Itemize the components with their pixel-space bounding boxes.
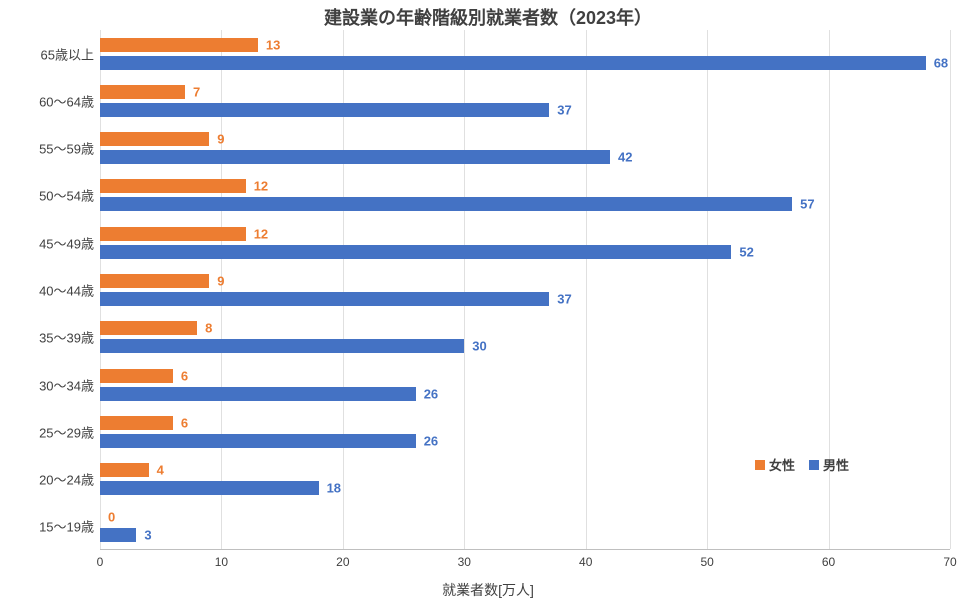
x-tick-label: 0	[97, 555, 104, 569]
y-tick-label: 25～29歳	[39, 422, 94, 441]
bar-value-label: 4	[157, 463, 164, 478]
bar-value-label: 18	[327, 481, 341, 496]
bar-value-label: 13	[266, 37, 280, 52]
gridline	[586, 30, 587, 549]
bar-女性	[100, 227, 246, 241]
bar-value-label: 37	[557, 102, 571, 117]
x-tick-label: 60	[822, 555, 835, 569]
bar-男性	[100, 434, 416, 448]
x-tick-label: 10	[215, 555, 228, 569]
bar-男性	[100, 292, 549, 306]
bar-男性	[100, 339, 464, 353]
legend-label: 女性	[769, 455, 795, 474]
bar-男性	[100, 197, 792, 211]
bar-男性	[100, 387, 416, 401]
bar-value-label: 37	[557, 292, 571, 307]
bar-value-label: 68	[934, 55, 948, 70]
bar-value-label: 9	[217, 132, 224, 147]
y-tick-label: 15～19歳	[39, 517, 94, 536]
bar-value-label: 26	[424, 433, 438, 448]
bar-女性	[100, 85, 185, 99]
bar-value-label: 52	[739, 244, 753, 259]
legend-swatch	[755, 460, 765, 470]
y-tick-label: 50～54歳	[39, 186, 94, 205]
bar-value-label: 26	[424, 386, 438, 401]
y-tick-label: 30～34歳	[39, 375, 94, 394]
gridline	[950, 30, 951, 549]
x-tick-label: 30	[458, 555, 471, 569]
bar-女性	[100, 38, 258, 52]
legend-swatch	[809, 460, 819, 470]
bar-男性	[100, 150, 610, 164]
bar-男性	[100, 103, 549, 117]
x-tick-label: 40	[579, 555, 592, 569]
legend-label: 男性	[823, 455, 849, 474]
bar-value-label: 6	[181, 368, 188, 383]
bar-男性	[100, 56, 926, 70]
bar-男性	[100, 245, 731, 259]
bar-value-label: 7	[193, 84, 200, 99]
x-tick-label: 50	[700, 555, 713, 569]
bar-value-label: 57	[800, 197, 814, 212]
bar-value-label: 8	[205, 321, 212, 336]
bar-女性	[100, 463, 149, 477]
y-tick-label: 55～59歳	[39, 139, 94, 158]
y-tick-label: 65歳以上	[41, 44, 94, 63]
bar-女性	[100, 321, 197, 335]
legend-item: 男性	[809, 455, 849, 474]
bar-value-label: 12	[254, 179, 268, 194]
x-axis-label: 就業者数[万人]	[0, 580, 976, 600]
bar-男性	[100, 481, 319, 495]
bar-女性	[100, 179, 246, 193]
y-tick-label: 40～44歳	[39, 281, 94, 300]
bar-男性	[100, 528, 136, 542]
bar-value-label: 6	[181, 415, 188, 430]
bar-女性	[100, 416, 173, 430]
legend-item: 女性	[755, 455, 795, 474]
chart-container: 建設業の年齢階級別就業者数（2023年） 0 3 4 18 6 26 6 26 8 30 9 37 12…	[0, 0, 976, 616]
bar-value-label: 30	[472, 339, 486, 354]
bar-value-label: 0	[108, 510, 115, 525]
x-tick-label: 20	[336, 555, 349, 569]
bar-value-label: 3	[144, 528, 151, 543]
y-tick-label: 20～24歳	[39, 470, 94, 489]
gridline	[707, 30, 708, 549]
bar-女性	[100, 369, 173, 383]
bar-女性	[100, 132, 209, 146]
bar-value-label: 12	[254, 226, 268, 241]
bar-value-label: 9	[217, 274, 224, 289]
bar-女性	[100, 274, 209, 288]
bar-value-label: 42	[618, 150, 632, 165]
y-tick-label: 35～39歳	[39, 328, 94, 347]
legend: 女性 男性	[755, 455, 849, 474]
x-tick-label: 70	[943, 555, 956, 569]
chart-title: 建設業の年齢階級別就業者数（2023年）	[0, 0, 976, 30]
y-tick-label: 60～64歳	[39, 91, 94, 110]
y-tick-label: 45～49歳	[39, 233, 94, 252]
